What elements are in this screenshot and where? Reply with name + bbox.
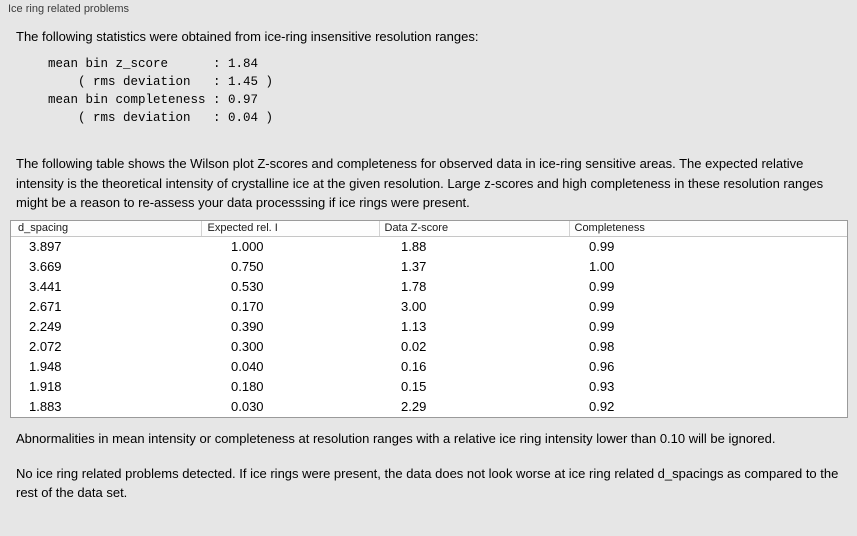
stats-block: mean bin z_score : 1.84 ( rms deviation …	[48, 57, 274, 125]
table-row[interactable]: 3.441 0.530 1.78 0.99	[11, 277, 847, 297]
table-cell: 0.99	[589, 319, 615, 334]
table-cell: 1.000	[231, 239, 264, 254]
table-cell: 1.918	[29, 379, 62, 394]
table-cell: 1.00	[589, 259, 615, 274]
table-cell: 2.249	[29, 319, 62, 334]
table-row[interactable]: 2.072 0.300 0.02 0.98	[11, 337, 847, 357]
table-cell: 0.02	[401, 339, 427, 354]
abnormalities-note: Abnormalities in mean intensity or compl…	[16, 431, 776, 446]
conclusion-text: No ice ring related problems detected. I…	[16, 465, 839, 501]
table-cell: 3.441	[29, 279, 62, 294]
table-cell: 3.669	[29, 259, 62, 274]
table-header-row: d_spacing Expected rel. I Data Z-score Comp…	[11, 220, 847, 237]
table-row[interactable]: 1.883 0.030 2.29 0.92	[11, 397, 847, 417]
table-row[interactable]: 3.897 1.000 1.88 0.99	[11, 237, 847, 258]
table-cell: 0.170	[231, 299, 264, 314]
table-cell: 0.530	[231, 279, 264, 294]
table-cell: 3.00	[401, 299, 427, 314]
table-cell: 0.300	[231, 339, 264, 354]
table-row[interactable]: 1.918 0.180 0.15 0.93	[11, 377, 847, 397]
table-cell: 0.15	[401, 379, 427, 394]
table-cell: 1.78	[401, 279, 427, 294]
table-cell: 0.99	[589, 299, 615, 314]
column-header-data-z-score[interactable]: Data Z-score	[379, 220, 570, 237]
table-cell: 0.16	[401, 359, 427, 374]
table-body: 3.897 1.000 1.88 0.99 3.669 0.750 1.37 1.00 3.44…	[11, 237, 847, 418]
table-cell: 3.897	[29, 239, 62, 254]
ice-ring-table: d_spacing Expected rel. I Data Z-score Comp…	[10, 219, 848, 418]
table-cell: 1.883	[29, 399, 62, 414]
table-cell: 0.92	[589, 399, 615, 414]
table-cell: 0.030	[231, 399, 264, 414]
table-cell: 0.040	[231, 359, 264, 374]
stats-intro-text: The following statistics were obtained f…	[16, 29, 479, 44]
column-header-completeness[interactable]: Completeness	[569, 220, 847, 237]
ice-ring-data-table: d_spacing Expected rel. I Data Z-score Comp…	[11, 220, 847, 418]
table-cell: 1.948	[29, 359, 62, 374]
table-cell: 1.13	[401, 319, 427, 334]
table-row[interactable]: 3.669 0.750 1.37 1.00	[11, 257, 847, 277]
table-cell: 0.98	[589, 339, 615, 354]
table-cell: 0.96	[589, 359, 615, 374]
table-cell: 0.99	[589, 279, 615, 294]
table-cell: 0.390	[231, 319, 264, 334]
table-cell: 0.180	[231, 379, 264, 394]
column-header-d-spacing[interactable]: d_spacing	[11, 220, 202, 237]
table-cell: 2.29	[401, 399, 427, 414]
table-cell: 0.99	[589, 239, 615, 254]
table-row[interactable]: 2.671 0.170 3.00 0.99	[11, 297, 847, 317]
table-cell: 1.88	[401, 239, 427, 254]
panel-content: The following statistics were obtained f…	[0, 28, 857, 503]
table-cell: 0.750	[231, 259, 264, 274]
table-cell: 2.671	[29, 299, 62, 314]
table-row[interactable]: 1.948 0.040 0.16 0.96	[11, 357, 847, 377]
table-cell: 1.37	[401, 259, 427, 274]
table-cell: 0.93	[589, 379, 615, 394]
column-header-expected-rel-i[interactable]: Expected rel. I	[201, 220, 380, 237]
table-cell: 2.072	[29, 339, 62, 354]
panel-title: Ice ring related problems	[8, 3, 130, 15]
table-description: The following table shows the Wilson plo…	[16, 156, 824, 210]
table-row[interactable]: 2.249 0.390 1.13 0.99	[11, 317, 847, 337]
